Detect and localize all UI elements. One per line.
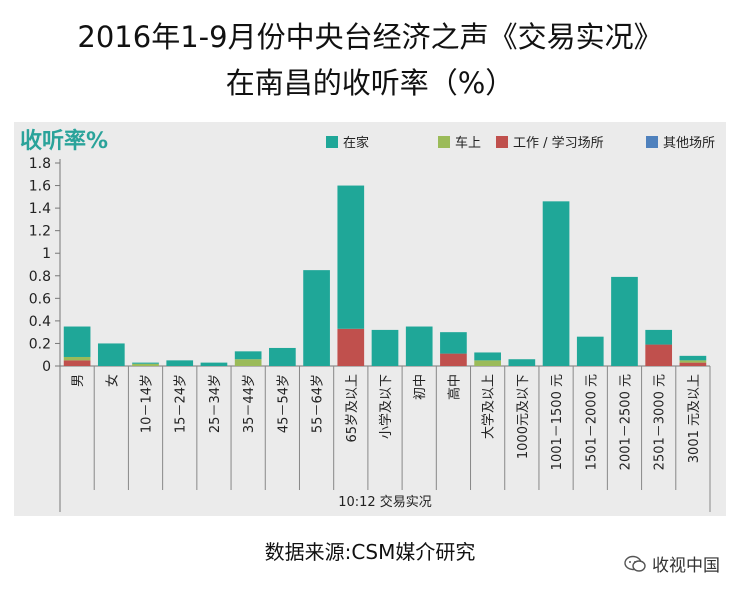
bar-segment-工作/学习场所	[63, 360, 91, 366]
bar-segment-在家	[63, 326, 91, 357]
y-tick-label: 1.2	[29, 224, 51, 240]
y-tick-label: 0	[42, 359, 51, 375]
y-tick-label: 1.8	[29, 156, 51, 172]
bar-segment-车上	[234, 359, 262, 366]
legend-swatch	[496, 136, 508, 148]
bar-segment-在家	[679, 355, 707, 361]
bar-segment-工作/学习场所	[645, 344, 673, 366]
bar-segment-在家	[234, 351, 262, 360]
x-tick-label: 初中	[413, 374, 428, 400]
bar-chart: 收听率% 0 0.2 0.4 0.6 0.8 1 1.2 1.4 1.6 1.8 男 女 10－14岁 15…	[20, 128, 715, 512]
bar-segment-在家	[611, 276, 638, 366]
bar-segment-在家	[132, 362, 159, 364]
legend-label: 车上	[455, 135, 481, 151]
bar-segment-在家	[508, 359, 536, 366]
bar-segment-在家	[542, 201, 570, 366]
legend-label: 工作 / 学习场所	[513, 135, 604, 151]
legend-swatch	[326, 136, 338, 148]
x-tick-label: 55－64岁	[311, 374, 326, 433]
x-tick-label: 3001 元及以上	[687, 374, 702, 463]
x-tick-label: 25－34岁	[208, 374, 223, 433]
brand-name: 收视中国	[652, 556, 720, 576]
x-tick-label: 35－44岁	[242, 374, 257, 433]
x-tick-label: 女	[104, 374, 120, 387]
legend-label: 其他场所	[663, 136, 715, 151]
legend-swatch	[438, 136, 450, 148]
legend-label: 在家	[343, 135, 369, 151]
x-tick-label: 1501－2000 元	[584, 374, 599, 470]
bar-segment-在家	[440, 332, 467, 354]
bar-segment-在家	[166, 360, 194, 366]
chart-title-line-2: 在南昌的收听率（%）	[225, 66, 515, 100]
bar-segment-车上	[132, 363, 159, 366]
x-tick-label: 1000元及以下	[516, 374, 531, 459]
y-tick-label: 0.4	[29, 314, 51, 330]
y-tick-label: 0.8	[29, 269, 51, 285]
chat-bubble-icon	[624, 555, 646, 572]
bar-segment-在家	[405, 326, 433, 366]
x-tick-label: 45－54岁	[276, 374, 291, 433]
bar-segment-在家	[97, 343, 125, 366]
chart-panel: 收听率% 0 0.2 0.4 0.6 0.8 1 1.2 1.4 1.6 1.8 男 女 10－14岁 15…	[14, 122, 726, 516]
x-tick-label: 2001－2500 元	[618, 374, 633, 470]
y-tick-label: 1.6	[29, 179, 51, 195]
x-tick-label: 大学及以上	[481, 374, 497, 439]
bar-segment-在家	[474, 352, 501, 361]
bar-segment-在家	[269, 347, 296, 366]
data-source-note: 数据来源:CSM媒介研究	[264, 540, 476, 564]
x-tick-label: 15－24岁	[174, 374, 189, 433]
bar-segment-在家	[576, 336, 604, 366]
bar-segment-车上	[63, 356, 91, 361]
bar-segment-在家	[371, 329, 399, 366]
x-tick-label: 1001－1500 元	[550, 374, 565, 470]
x-tick-label: 小学及以下	[378, 374, 394, 439]
bar-segment-在家	[645, 329, 673, 345]
bar-segment-车上	[474, 360, 501, 366]
bar-segment-工作/学习场所	[679, 362, 707, 366]
bar-segment-工作/学习场所	[440, 353, 467, 366]
y-axis-label: 收听率%	[20, 128, 108, 154]
bar-segment-工作/学习场所	[337, 328, 365, 366]
x-tick-label: 男	[71, 374, 86, 387]
y-tick-label: 1.4	[29, 201, 51, 217]
x-tick-label: 65岁及以上	[345, 374, 360, 443]
y-tick-label: 1	[42, 246, 51, 262]
brand-watermark: 收视中国	[624, 551, 720, 576]
x-tick-label: 10－14岁	[140, 374, 155, 433]
bar-segment-在家	[200, 362, 228, 366]
bar-segment-在家	[303, 270, 330, 366]
x-tick-label: 2501－3000 元	[653, 374, 668, 470]
y-tick-label: 0.6	[29, 291, 51, 307]
x-tick-label: 高中	[446, 374, 462, 400]
bar-segment-在家	[337, 185, 365, 329]
bar-segment-车上	[679, 360, 707, 363]
x-axis-group-label: 10:12 交易实况	[338, 494, 432, 510]
y-tick-label: 0.2	[29, 336, 51, 352]
chart-title-line-1: 2016年1-9月份中央台经济之声《交易实况》	[77, 20, 663, 54]
legend-swatch	[646, 136, 658, 148]
